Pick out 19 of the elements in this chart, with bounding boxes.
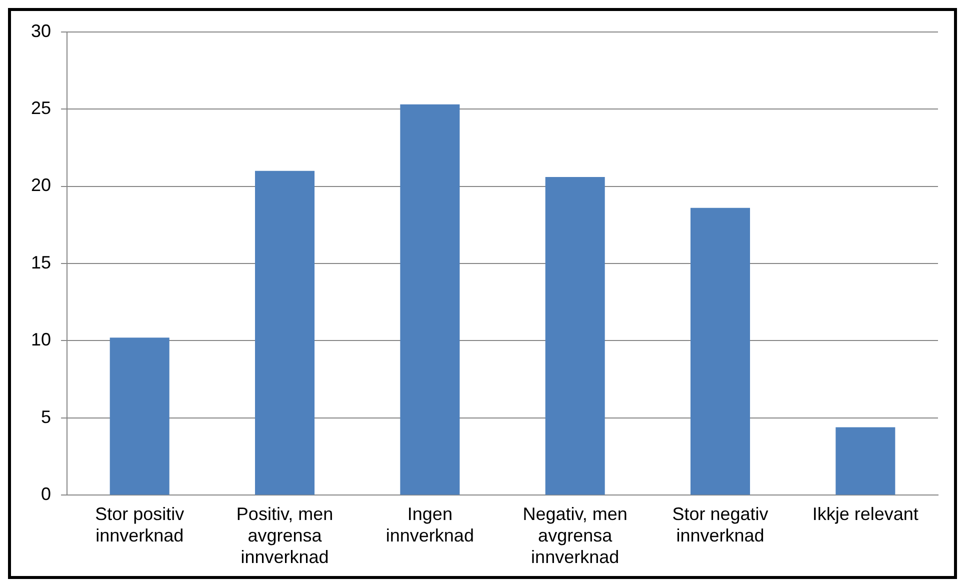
- x-tick-label: Ikkje relevant: [812, 504, 918, 524]
- bar: [110, 338, 170, 495]
- bar: [400, 104, 460, 495]
- bar: [690, 208, 750, 495]
- y-tick-label: 20: [30, 175, 52, 196]
- bar: [545, 177, 605, 495]
- x-tick-label: Positiv, men avgrensa innverknad: [236, 504, 334, 568]
- x-tick-label: Stor positiv innverknad: [95, 504, 184, 546]
- y-tick-label: 10: [30, 330, 52, 350]
- x-tick-label: Negativ, men avgrensa innverknad: [522, 504, 628, 568]
- x-tick-label: Stor negativ innverknad: [672, 504, 768, 546]
- y-tick-label: 0: [41, 484, 52, 504]
- bar: [836, 427, 896, 495]
- y-tick-label: 25: [30, 98, 52, 118]
- y-tick-label: 5: [41, 406, 52, 427]
- bar: [255, 170, 315, 495]
- y-tick-label: 30: [30, 20, 52, 41]
- x-tick-label: Ingen innverknad: [386, 504, 474, 546]
- y-tick-label: 15: [30, 252, 52, 272]
